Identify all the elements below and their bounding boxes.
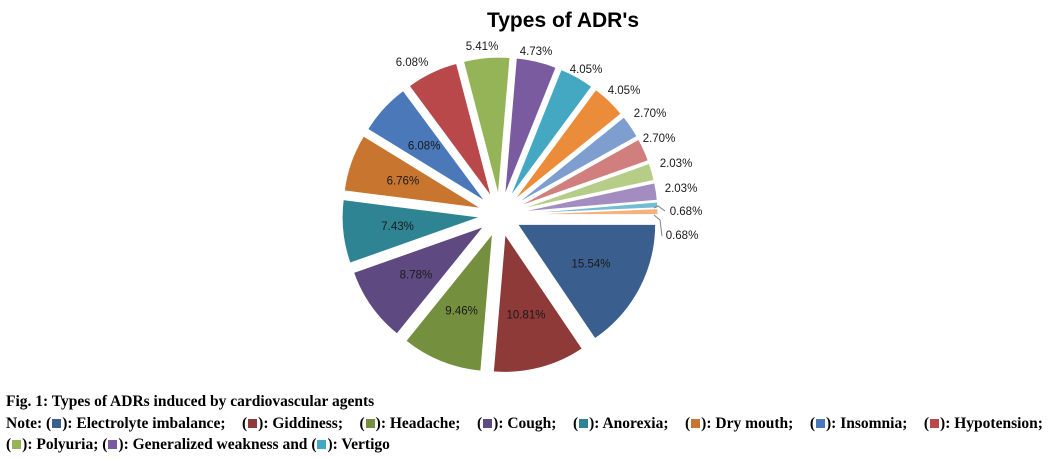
legend-note-line-1: Note: (): Electrolyte imbalance; (): Gidd…	[6, 414, 1043, 434]
legend-swatch-9	[12, 439, 22, 449]
pie-slice-11	[509, 68, 593, 198]
pie-slice-8	[408, 62, 492, 198]
legend-label-10: Generalized weakness and	[132, 436, 308, 453]
legend-swatch-8	[930, 418, 940, 428]
legend-label-7: Insomnia;	[840, 415, 908, 432]
slice-label-17: 0.68%	[670, 206, 703, 218]
legend-label-2: Giddiness;	[272, 415, 343, 432]
slice-label-13: 2.70%	[634, 108, 667, 120]
slice-label-14: 2.70%	[643, 133, 676, 145]
legend-label-4: Cough;	[507, 415, 557, 432]
pie-slices	[341, 56, 659, 373]
slice-label-2: 10.81%	[506, 310, 545, 322]
pie-slice-2	[492, 232, 584, 373]
legend-item-4: (): Cough;	[476, 415, 557, 432]
slice-label-1: 15.54%	[571, 258, 610, 270]
legend-swatch-10	[108, 439, 118, 449]
legend-swatch-2	[248, 418, 258, 428]
slice-label-11: 4.05%	[570, 64, 603, 76]
slice-labels: 15.54% 10.81% 9.46% 8.78% 7.43% 6.76% 6.08% 6.0…	[381, 41, 702, 322]
pie-slice-17	[519, 201, 659, 215]
slice-label-7: 6.08%	[408, 140, 441, 152]
legend-swatch-4	[483, 418, 493, 428]
slice-label-5: 7.43%	[381, 221, 414, 233]
legend-item-7: (): Insomnia;	[809, 415, 908, 432]
pie-slice-18	[519, 208, 659, 216]
slice-label-9: 5.41%	[466, 41, 499, 53]
pie-slice-3	[405, 231, 494, 372]
slice-label-12: 4.05%	[608, 85, 641, 97]
leader-line-18	[653, 214, 663, 237]
legend-swatch-6	[691, 418, 701, 428]
pie-slice-15	[519, 162, 655, 211]
legend-swatch-1	[52, 418, 62, 428]
figure-caption: Fig. 1: Types of ADRs induced by cardiov…	[6, 393, 375, 410]
legend-swatch-7	[815, 418, 825, 428]
legend-label-3: Headache;	[389, 415, 461, 432]
legend-label-9: Polyuria;	[36, 436, 99, 453]
legend-item-9: (): Polyuria;	[6, 436, 99, 453]
pie-slice-7	[367, 89, 486, 202]
legend-item-1: Note: (): Electrolyte imbalance;	[6, 415, 226, 432]
legend-item-6: (): Dry mouth;	[685, 415, 794, 432]
slice-label-10: 4.73%	[520, 46, 553, 58]
legend-item-11: (): Vertigo	[311, 436, 390, 453]
slice-label-6: 6.76%	[387, 176, 420, 188]
legend-swatch-5	[579, 418, 589, 428]
note-prefix: Note:	[6, 415, 47, 432]
pie-slice-5	[341, 199, 481, 264]
pie-chart: Types of ADR's 15.54% 10.81% 9.46% 8.78% 7.4…	[341, 9, 702, 373]
pie-slice-14	[517, 138, 649, 208]
legend-label-1: Electrolyte imbalance;	[76, 415, 226, 432]
legend-swatch-3	[365, 418, 375, 428]
legend-label-8: Hypotension;	[954, 415, 1043, 432]
pie-slice-16	[519, 182, 658, 213]
leader-lines	[653, 205, 666, 237]
legend-item-8: (): Hypotension;	[923, 415, 1043, 432]
legend-item-3: (): Headache;	[359, 415, 461, 432]
slice-label-16: 2.03%	[665, 183, 698, 195]
legend-item-5: (): Anorexia;	[572, 415, 669, 432]
pie-slice-10	[504, 57, 557, 196]
legend-item-10: (): Generalized weakness and	[102, 436, 308, 453]
legend-item-2: (): Giddiness;	[241, 415, 343, 432]
pie-slice-13	[516, 116, 638, 205]
legend-label-5: Anorexia;	[602, 415, 669, 432]
slice-label-8: 6.08%	[396, 57, 429, 69]
slice-label-3: 9.46%	[445, 306, 478, 318]
pie-slice-12	[513, 88, 622, 201]
legend-note-line-2: (): Polyuria; (): Generalized weakness a…	[6, 435, 390, 455]
pie-slice-6	[343, 135, 482, 209]
pie-slice-4	[352, 225, 486, 335]
leader-line-17	[653, 205, 666, 212]
slice-label-4: 8.78%	[400, 269, 433, 281]
pie-slice-9	[462, 56, 511, 196]
chart-title: Types of ADR's	[487, 9, 639, 32]
legend-swatch-11	[317, 439, 327, 449]
slice-label-18: 0.68%	[666, 230, 699, 242]
legend-label-6: Dry mouth;	[715, 415, 794, 432]
pie-slice-1	[516, 223, 657, 340]
slice-label-15: 2.03%	[660, 158, 693, 170]
legend-label-11: Vertigo	[341, 436, 390, 453]
